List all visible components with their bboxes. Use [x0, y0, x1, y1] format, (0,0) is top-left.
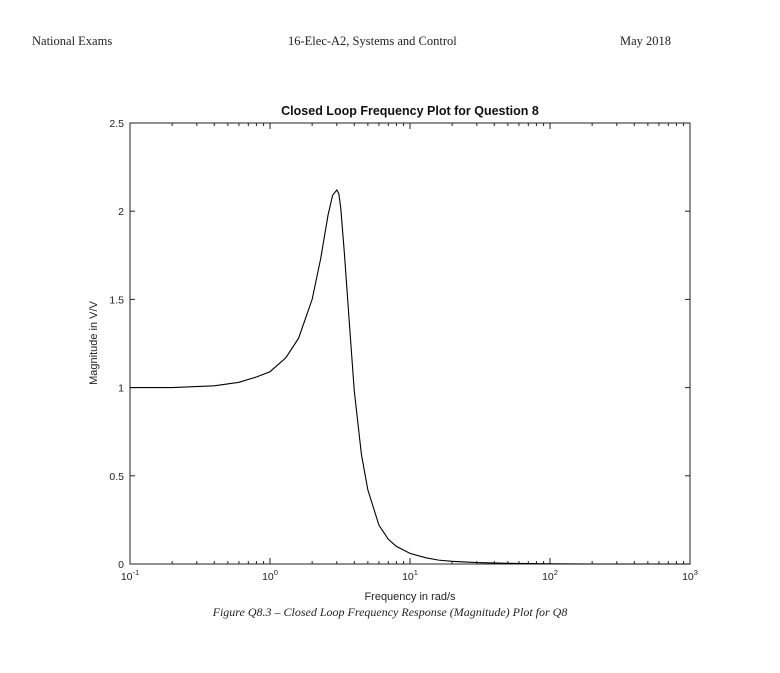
- y-axis-label: Magnitude in V/V: [88, 300, 100, 384]
- figure-caption: Figure Q8.3 – Closed Loop Frequency Resp…: [212, 605, 568, 619]
- x-tick-label: 102: [542, 568, 558, 583]
- x-tick-label: 10-1: [121, 568, 139, 583]
- header-left: National Exams: [32, 34, 113, 48]
- y-tick-label: 0: [118, 559, 124, 571]
- x-tick-label: 100: [262, 568, 278, 583]
- header-right: May 2018: [620, 34, 672, 48]
- tick-marks: [129, 122, 690, 565]
- y-tick-labels: 0 0.5 1 1.5 2 2.5: [109, 118, 124, 571]
- y-tick-label: 2.5: [109, 118, 124, 130]
- x-tick-label: 101: [402, 568, 418, 583]
- x-axis-label: Frequency in rad/s: [364, 591, 456, 603]
- magnitude-response-line: [130, 189, 690, 565]
- y-tick-label: 2: [118, 206, 124, 218]
- x-tick-labels: 10-1 100 101 102 103: [121, 568, 698, 583]
- header-center: 16-Elec-A2, Systems and Control: [288, 34, 457, 48]
- y-tick-label: 1.5: [109, 294, 124, 306]
- y-tick-label: 1: [118, 383, 124, 395]
- chart-title: Closed Loop Frequency Plot for Question …: [281, 104, 539, 118]
- y-tick-label: 0.5: [109, 471, 124, 483]
- x-tick-label: 103: [682, 568, 698, 583]
- plot-area-frame: [129, 122, 691, 565]
